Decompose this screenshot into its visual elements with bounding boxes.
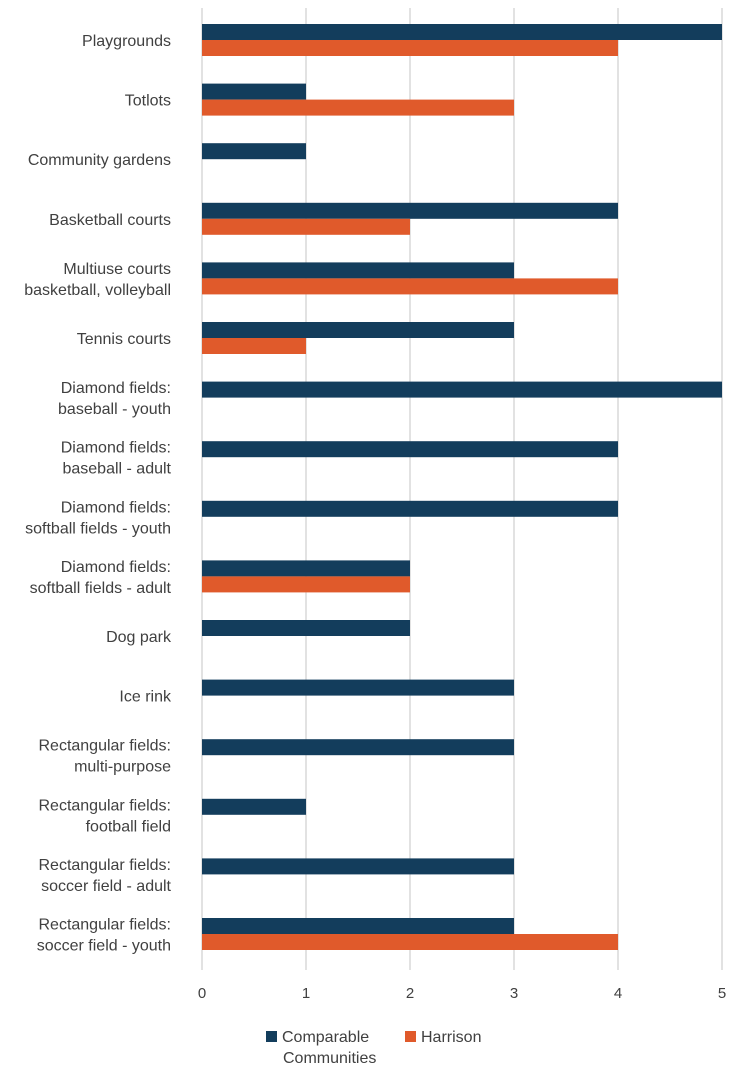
legend-label-line: Communities (283, 1050, 376, 1067)
bar-comparable-communities (202, 262, 514, 279)
category-label-line: multi-purpose (74, 759, 171, 776)
bar-comparable-communities (202, 143, 306, 160)
category-label: Dog park (106, 629, 172, 646)
category-label-line: Rectangular fields: (38, 738, 171, 755)
category-label-line: Dog park (106, 629, 172, 646)
x-tick-label: 5 (718, 985, 726, 1002)
category-label-line: Community gardens (28, 152, 171, 169)
category-label: Basketball courts (49, 212, 171, 229)
category-label: Diamond fields: softball fields - adult (30, 559, 172, 597)
legend-label-line: Comparable (282, 1029, 369, 1046)
x-tick-label: 1 (302, 985, 310, 1002)
category-label: Diamond fields: softball fields - youth (25, 499, 171, 537)
legend: Comparable Communities Harrison (266, 1029, 481, 1067)
legend-label-harrison: Harrison (421, 1029, 481, 1046)
bar-comparable-communities (202, 500, 618, 517)
x-tick-label: 2 (406, 985, 414, 1002)
category-label-line: Tennis courts (77, 331, 171, 348)
legend-swatch-comparable-communities (266, 1031, 277, 1042)
bar-harrison (202, 99, 514, 116)
category-label-line: basketball, volleyball (24, 282, 171, 299)
category-label-line: soccer field - adult (41, 878, 171, 895)
bar-comparable-communities (202, 202, 618, 219)
legend-swatch-harrison (405, 1031, 416, 1042)
category-label-line: football field (86, 818, 171, 835)
category-label: Multiuse courts basketball, volleyball (24, 261, 171, 299)
category-label-line: Rectangular fields: (38, 797, 171, 814)
bar-comparable-communities (202, 918, 514, 934)
category-label-line: Diamond fields: (61, 559, 171, 576)
category-label: Rectangular fields: soccer field - adult (38, 857, 171, 895)
bar-comparable-communities (202, 322, 514, 338)
category-label-line: baseball - adult (62, 461, 171, 478)
category-label-line: Diamond fields: (61, 499, 171, 516)
x-tick-label: 4 (614, 985, 622, 1002)
category-label-line: Rectangular fields: (38, 917, 171, 934)
bar-comparable-communities (202, 24, 722, 40)
category-label-line: soccer field - youth (37, 938, 171, 955)
category-label-line: Multiuse courts (63, 261, 171, 278)
category-label-line: Diamond fields: (61, 440, 171, 457)
category-label: Tennis courts (77, 331, 171, 348)
category-label: Ice rink (119, 689, 172, 706)
bar-harrison (202, 576, 410, 593)
category-label-line: Rectangular fields: (38, 857, 171, 874)
category-label-line: Ice rink (119, 689, 172, 706)
category-label-line: Basketball courts (49, 212, 171, 229)
bar-comparable-communities (202, 798, 306, 815)
x-tick-label: 3 (510, 985, 518, 1002)
category-label-line: Totlots (125, 93, 171, 110)
bar-comparable-communities (202, 858, 514, 875)
category-label-line: softball fields - adult (30, 580, 172, 597)
category-label-line: Playgrounds (82, 33, 171, 50)
legend-label-line: Harrison (421, 1029, 481, 1046)
bar-harrison (202, 934, 618, 950)
category-label-line: baseball - youth (58, 401, 171, 418)
category-label: Totlots (125, 93, 171, 110)
x-tick-labels: 0 1 2 3 4 5 (198, 985, 726, 1002)
bar-comparable-communities (202, 679, 514, 696)
bar-comparable-communities (202, 441, 618, 458)
bar-comparable-communities (202, 620, 410, 636)
category-label: Rectangular fields: multi-purpose (38, 738, 171, 776)
bar-harrison (202, 278, 618, 295)
category-label: Playgrounds (82, 33, 171, 50)
category-label: Diamond fields: baseball - adult (61, 440, 172, 478)
category-label: Rectangular fields: soccer field - youth (37, 917, 171, 955)
category-label-line: Diamond fields: (61, 380, 171, 397)
category-label: Community gardens (28, 152, 171, 169)
x-tick-label: 0 (198, 985, 206, 1002)
bar-comparable-communities (202, 739, 514, 756)
bar-harrison (202, 40, 618, 56)
bars (202, 24, 722, 950)
category-label: Rectangular fields: football field (38, 797, 171, 835)
bar-comparable-communities (202, 83, 306, 100)
category-labels: Playgrounds Totlots Community gardens Baske… (24, 33, 172, 955)
legend-label-comparable-communities: Comparable Communities (282, 1029, 376, 1067)
bar-harrison (202, 338, 306, 354)
category-label: Diamond fields: baseball - youth (58, 380, 171, 418)
bar-comparable-communities (202, 560, 410, 577)
bar-harrison (202, 218, 410, 235)
bar-comparable-communities (202, 381, 722, 398)
category-label-line: softball fields - youth (25, 520, 171, 537)
